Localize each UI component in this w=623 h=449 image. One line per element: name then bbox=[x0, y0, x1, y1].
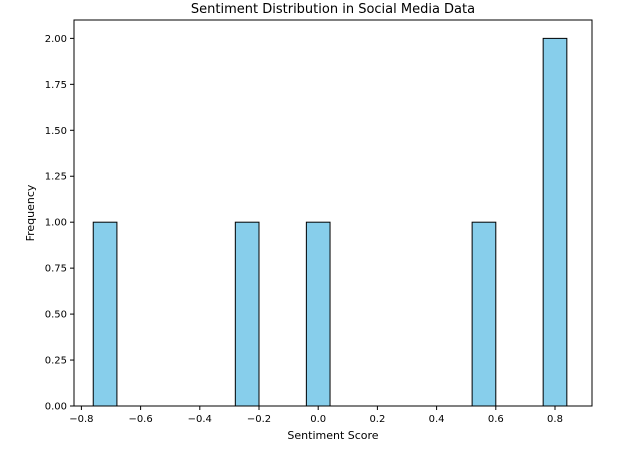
x-tick-label: 0.2 bbox=[369, 414, 385, 425]
histogram-bar bbox=[92, 221, 118, 407]
y-tick-label: 2.00 bbox=[45, 34, 67, 45]
y-tick-label: 1.50 bbox=[45, 126, 67, 137]
histogram-bar bbox=[305, 221, 331, 407]
histogram-bar bbox=[542, 37, 568, 407]
y-axis-label: Frequency bbox=[24, 184, 37, 241]
histogram-bar bbox=[471, 221, 497, 407]
x-axis: −0.8 −0.6 −0.4 −0.2 0.0 0.2 0.4 0.6 0.8 bbox=[69, 406, 563, 425]
y-tick-label: 1.75 bbox=[45, 80, 67, 91]
y-tick-label: 0.75 bbox=[45, 264, 67, 275]
axes-frame bbox=[73, 19, 593, 407]
x-tick-label: 0.4 bbox=[429, 414, 445, 425]
x-tick-label: −0.4 bbox=[188, 414, 212, 425]
y-axis: 0.00 0.25 0.50 0.75 1.00 1.25 1.50 1.75 2.00 bbox=[45, 34, 74, 413]
y-tick-label: 1.25 bbox=[45, 172, 67, 183]
y-tick-label: 1.00 bbox=[45, 218, 67, 229]
y-tick-label: 0.00 bbox=[45, 402, 67, 413]
x-tick-label: 0.8 bbox=[547, 414, 563, 425]
x-tick-label: −0.2 bbox=[247, 414, 271, 425]
plot-area bbox=[92, 37, 568, 407]
y-tick-label: 0.50 bbox=[45, 310, 67, 321]
y-tick-label: 0.25 bbox=[45, 356, 67, 367]
histogram-bar bbox=[234, 221, 260, 407]
chart-title: Sentiment Distribution in Social Media D… bbox=[191, 2, 475, 17]
x-tick-label: −0.6 bbox=[128, 414, 152, 425]
x-tick-label: 0.6 bbox=[488, 414, 504, 425]
x-tick-label: −0.8 bbox=[69, 414, 93, 425]
x-tick-label: 0.0 bbox=[310, 414, 326, 425]
x-axis-label: Sentiment Score bbox=[287, 429, 378, 442]
